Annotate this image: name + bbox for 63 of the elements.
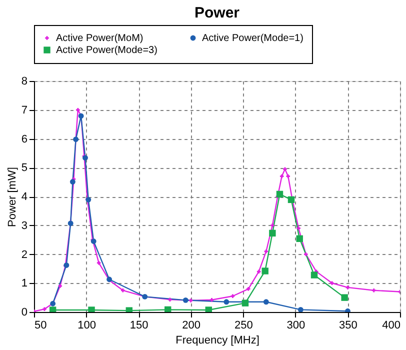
y-tick-label: 3 [21, 220, 28, 232]
chart-title: Power [194, 4, 240, 22]
x-tick-label: 200 [182, 320, 201, 332]
y-tick-label: 5 [21, 162, 28, 174]
point [264, 249, 268, 254]
point [372, 288, 376, 292]
point [269, 230, 276, 237]
y-tick-label: 1 [21, 278, 28, 290]
point [88, 306, 95, 312]
y-axis-title: Power [mW] [6, 167, 18, 227]
point [263, 299, 269, 305]
y-tick-label: 6 [21, 133, 28, 146]
legend-label: Active Power(MoM) [56, 33, 144, 44]
x-axis-title: Frequency [MHz] [176, 334, 260, 346]
point [58, 284, 62, 288]
point [280, 174, 284, 178]
point [246, 287, 250, 291]
point [164, 306, 172, 312]
point [210, 298, 214, 302]
point [346, 286, 350, 290]
x-tick-label: 300 [286, 320, 306, 332]
point [276, 190, 284, 198]
y-tick-label: 2 [21, 248, 28, 261]
point [242, 300, 249, 306]
point [270, 224, 274, 228]
point [296, 226, 300, 230]
y-tick-label: 8 [21, 76, 28, 88]
point [224, 299, 230, 305]
point [42, 307, 46, 311]
x-tick-label: 250 [234, 320, 253, 332]
point [304, 252, 308, 256]
legend-label: Active Power(Mode=3) [56, 45, 158, 56]
point [288, 196, 295, 204]
point [262, 268, 268, 274]
x-tick-label: 350 [339, 320, 358, 332]
point [188, 298, 193, 302]
point [76, 108, 80, 112]
point [70, 179, 76, 184]
point [310, 272, 318, 278]
y-tick-label: 4 [21, 191, 28, 203]
y-tick-label: 0 [21, 306, 28, 318]
point [230, 294, 235, 298]
point [256, 270, 261, 274]
point [168, 298, 172, 302]
point [298, 306, 304, 312]
point [330, 281, 334, 285]
point [205, 306, 212, 312]
point [341, 294, 348, 301]
x-tick-label: 150 [130, 320, 148, 332]
x-tick-label: 50 [34, 320, 47, 332]
point [286, 174, 290, 178]
point [96, 261, 101, 265]
x-tick-label: 100 [78, 320, 96, 332]
point [283, 167, 287, 171]
point [121, 288, 125, 292]
point [82, 155, 88, 161]
point [345, 308, 350, 312]
x-tick-label: 400 [382, 320, 400, 332]
legend-label: Active Power(Mode=1) [202, 33, 304, 44]
point [296, 235, 303, 242]
y-tick-label: 7 [21, 104, 28, 116]
point [182, 297, 188, 303]
point [49, 306, 56, 312]
